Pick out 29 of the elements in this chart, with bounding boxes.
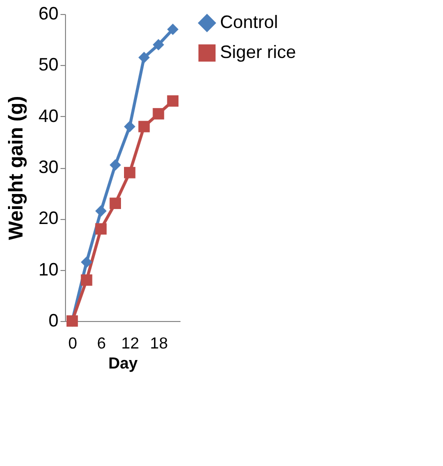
point [80,274,92,286]
x-tick-label: 0 [68,336,78,352]
point [124,166,136,178]
y-tick-label: 20 [38,208,58,228]
legend-label: Control [220,12,278,32]
point [80,256,92,268]
point [152,39,164,50]
point [138,52,150,64]
y-tick-label: 40 [38,106,58,126]
x-axis-title: Day [108,356,138,372]
point [138,120,150,132]
legend-label: Siger rice [220,42,296,62]
y-tick-label: 0 [48,310,58,330]
x-tick-label: 18 [150,336,168,352]
point [167,24,179,36]
point [167,95,179,107]
y-tick-label: 60 [38,4,58,24]
x-tick-label: 6 [96,336,106,352]
y-tick-label: 50 [38,54,58,75]
point [110,159,122,171]
point [95,223,107,235]
x-tick-label: 12 [121,336,140,352]
point [152,108,164,120]
point [110,198,122,210]
point [95,205,107,217]
y-tick-label: 10 [38,259,58,280]
y-tick-label: 30 [38,157,58,177]
point [124,120,136,132]
y-axis-title: Weight gain (g) [5,96,28,240]
